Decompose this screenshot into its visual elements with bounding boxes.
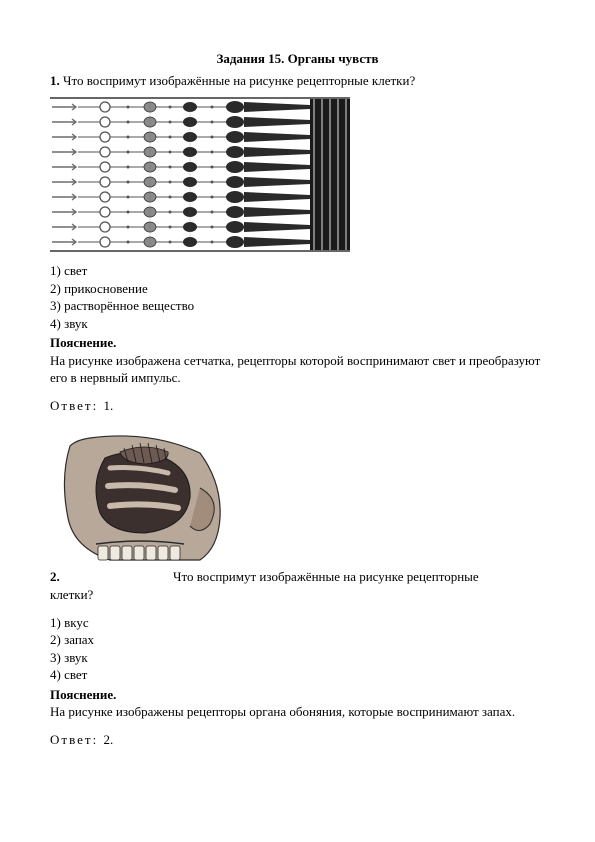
q2-answer: Ответ: 2. [50, 731, 545, 749]
q1-number: 1. [50, 73, 60, 88]
q1-opt-1: 1) свет [50, 262, 545, 280]
q1-answer: Ответ: 1. [50, 397, 545, 415]
q2-opt-2: 2) запах [50, 631, 545, 649]
q1-options: 1) свет 2) прикосновение 3) растворённое… [50, 262, 545, 332]
q2-answer-value: 2. [103, 732, 113, 747]
q1-figure [50, 97, 545, 252]
nasal-diagram [50, 428, 230, 568]
q2-number: 2. [50, 569, 60, 584]
q1-opt-4: 4) звук [50, 315, 545, 333]
q2-opt-4: 4) свет [50, 666, 545, 684]
q2-opt-3: 3) звук [50, 649, 545, 667]
q2-options: 1) вкус 2) запах 3) звук 4) свет [50, 614, 545, 684]
q1-expl-text: На рисунке изображена сетчатка, рецептор… [50, 352, 545, 387]
q1-opt-2: 2) прикосновение [50, 280, 545, 298]
q1-answer-value: 1. [103, 398, 113, 413]
q2-block: 2. Что воспримут изображённые на рисунке… [50, 428, 545, 586]
q1-text: Что воспримут изображённые на рисунке ре… [60, 73, 415, 88]
q1-answer-label: Ответ: [50, 398, 98, 413]
retina-diagram [50, 97, 350, 252]
q2-expl-label: Пояснение. [50, 686, 545, 704]
page-title: Задания 15. Органы чувств [50, 50, 545, 68]
q2-text-tail: клетки? [50, 586, 545, 604]
q2-expl-text: На рисунке изображены рецепторы органа о… [50, 703, 545, 721]
q2-text-inline: Что воспримут изображённые на рисунке ре… [173, 569, 479, 584]
q2-opt-1: 1) вкус [50, 614, 545, 632]
q1-opt-3: 3) растворённое вещество [50, 297, 545, 315]
q1-expl-label: Пояснение. [50, 334, 545, 352]
q1-line: 1. Что воспримут изображённые на рисунке… [50, 72, 545, 90]
q2-answer-label: Ответ: [50, 732, 98, 747]
